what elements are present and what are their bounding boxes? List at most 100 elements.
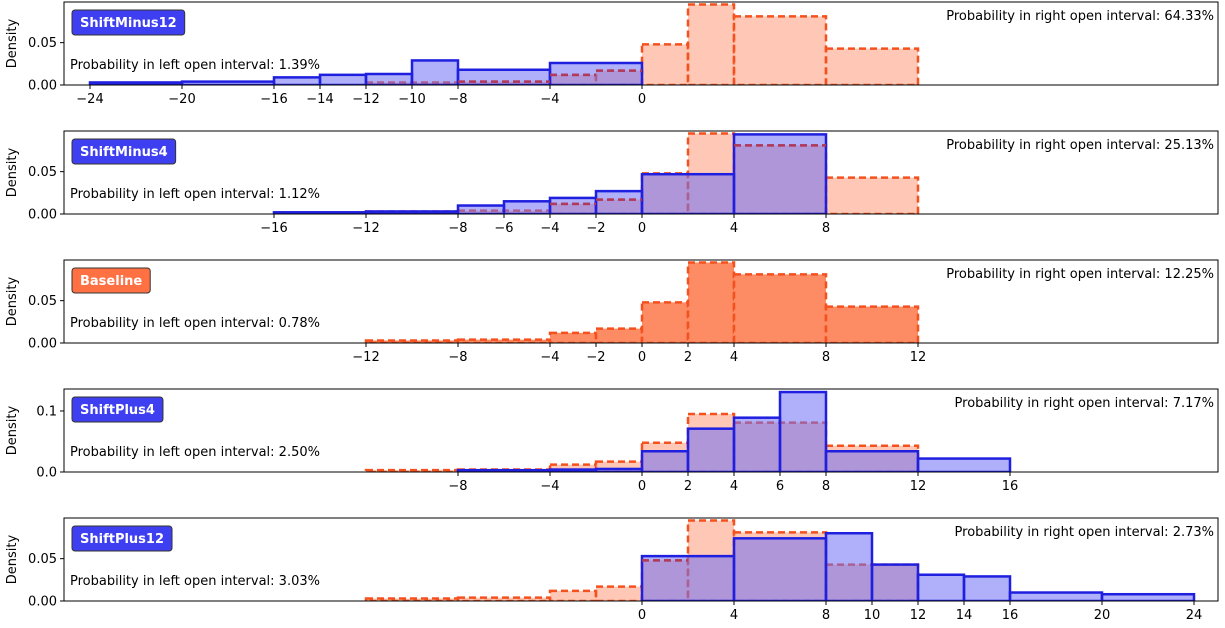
x-tick-label: −24 <box>76 92 103 107</box>
x-tick-label: −20 <box>168 92 195 107</box>
x-tick-label: 8 <box>822 608 830 623</box>
y-tick-label: 0.05 <box>28 552 57 567</box>
x-tick-label: −4 <box>540 350 559 365</box>
axes-frame <box>63 388 1219 473</box>
y-axis-label: Density <box>5 18 20 68</box>
shifted-bar-6 <box>778 390 828 472</box>
x-tick-label: −2 <box>586 350 605 365</box>
shifted-bar-3 <box>870 563 920 601</box>
x-tick-label: 2 <box>684 479 692 494</box>
series-badge <box>71 396 164 423</box>
x-tick-label: 12 <box>910 479 927 494</box>
y-axis-label: Density <box>5 276 20 326</box>
baseline-bar-5 <box>686 261 736 343</box>
right-open-interval-text: Probability in right open interval: 64.3… <box>946 9 1214 24</box>
y-tick-label: 0.05 <box>28 294 57 309</box>
y-tick-label: 0.00 <box>28 595 57 610</box>
shifted-bar-4 <box>686 427 736 472</box>
x-tick-label: −8 <box>448 221 467 236</box>
x-tick-label: −4 <box>540 479 559 494</box>
x-tick-label: 12 <box>910 350 927 365</box>
y-axis-label: Density <box>5 534 20 584</box>
panel-shiftplus4: 0.0 0.1 Density −8 −4 0 2 4 6 8 12 16 ShiftPlus4 Prob… <box>5 388 1219 494</box>
x-tick-label: 12 <box>910 608 927 623</box>
reference-bar-7 <box>824 176 920 214</box>
shifted-bar-5 <box>410 59 460 85</box>
left-open-interval-text: Probability in left open interval: 1.39% <box>70 58 320 73</box>
reference-bar-2 <box>548 589 598 601</box>
y-tick-label: 0.05 <box>28 165 57 180</box>
series-badge-label: ShiftPlus4 <box>80 403 155 418</box>
x-tick-label: −12 <box>352 92 379 107</box>
right-open-interval-text: Probability in right open interval: 12.2… <box>946 267 1214 282</box>
panel-shiftminus12: 0.00 0.05 Density −24 −20 −16 −14 −12 −10 −8 −4 0 Sh… <box>5 1 1219 107</box>
axes-frame <box>63 259 1219 344</box>
x-tick-label: −4 <box>540 221 559 236</box>
x-tick-label: 0 <box>638 479 646 494</box>
shifted-bar-5 <box>732 416 782 472</box>
shifted-bar-4 <box>364 72 414 85</box>
x-tick-label: 4 <box>730 608 738 623</box>
baseline-bar-4 <box>640 301 690 343</box>
shifted-bar-7 <box>824 450 920 472</box>
shifted-bar-3 <box>318 73 368 85</box>
x-tick-label: −2 <box>586 221 605 236</box>
x-tick-label: −12 <box>352 221 379 236</box>
y-tick-label: 0.00 <box>28 208 57 223</box>
shifted-bar-2 <box>272 76 322 85</box>
x-tick-label: 16 <box>1002 479 1019 494</box>
axes-frame <box>63 130 1219 215</box>
x-tick-label: −14 <box>306 92 333 107</box>
baseline-bar-6 <box>732 273 828 343</box>
series-badge <box>71 267 151 294</box>
baseline-bar-1 <box>456 338 552 343</box>
series-badge-label: ShiftMinus12 <box>80 16 177 31</box>
x-tick-label: 0 <box>638 92 646 107</box>
left-open-interval-text: Probability in left open interval: 1.12% <box>70 187 320 202</box>
series-badge-label: ShiftMinus4 <box>80 145 168 160</box>
shifted-bar-5 <box>962 575 1012 601</box>
shifted-bar-1 <box>180 80 276 85</box>
x-tick-label: 4 <box>730 221 738 236</box>
shifted-bar-5 <box>594 189 644 214</box>
shifted-bar-8 <box>916 457 1012 472</box>
x-tick-label: −16 <box>260 92 287 107</box>
x-tick-label: 20 <box>1094 608 1111 623</box>
x-tick-label: 4 <box>730 479 738 494</box>
x-tick-label: 24 <box>1186 608 1203 623</box>
y-tick-label: 0.0 <box>36 466 57 481</box>
x-tick-label: 8 <box>822 221 830 236</box>
baseline-bar-2 <box>548 331 598 343</box>
panel-baseline: 0.00 0.05 Density −12 −8 −4 −2 0 2 4 8 12 Baseline Pr… <box>5 259 1219 365</box>
x-tick-label: 14 <box>956 608 973 623</box>
x-tick-label: −6 <box>494 221 513 236</box>
series-badge-label: ShiftPlus12 <box>80 532 164 547</box>
shifted-bar-6 <box>1008 591 1104 601</box>
x-tick-label: −8 <box>448 479 467 494</box>
baseline-bar-7 <box>824 305 920 343</box>
left-open-interval-text: Probability in left open interval: 2.50% <box>70 445 320 460</box>
reference-bar-5 <box>686 3 736 85</box>
reference-bar-4 <box>640 43 690 85</box>
x-tick-label: −12 <box>352 350 379 365</box>
shifted-bar-7 <box>1100 592 1196 601</box>
shifted-bar-4 <box>548 196 598 214</box>
x-tick-label: 0 <box>638 221 646 236</box>
x-tick-label: 16 <box>1002 608 1019 623</box>
x-tick-label: 0 <box>638 608 646 623</box>
shifted-bar-3 <box>502 200 552 214</box>
reference-bar-1 <box>456 596 552 601</box>
shifted-bar-0 <box>640 554 736 601</box>
series-badge <box>71 525 173 552</box>
x-tick-label: 6 <box>776 479 784 494</box>
x-tick-label: −4 <box>540 92 559 107</box>
x-tick-label: −16 <box>260 221 287 236</box>
shifted-bar-6 <box>640 172 736 214</box>
x-tick-label: −8 <box>448 92 467 107</box>
left-open-interval-text: Probability in left open interval: 0.78% <box>70 316 320 331</box>
x-tick-label: 8 <box>822 479 830 494</box>
series-badge <box>71 138 177 165</box>
right-open-interval-text: Probability in right open interval: 25.1… <box>946 138 1214 153</box>
left-open-interval-text: Probability in left open interval: 3.03% <box>70 574 320 589</box>
